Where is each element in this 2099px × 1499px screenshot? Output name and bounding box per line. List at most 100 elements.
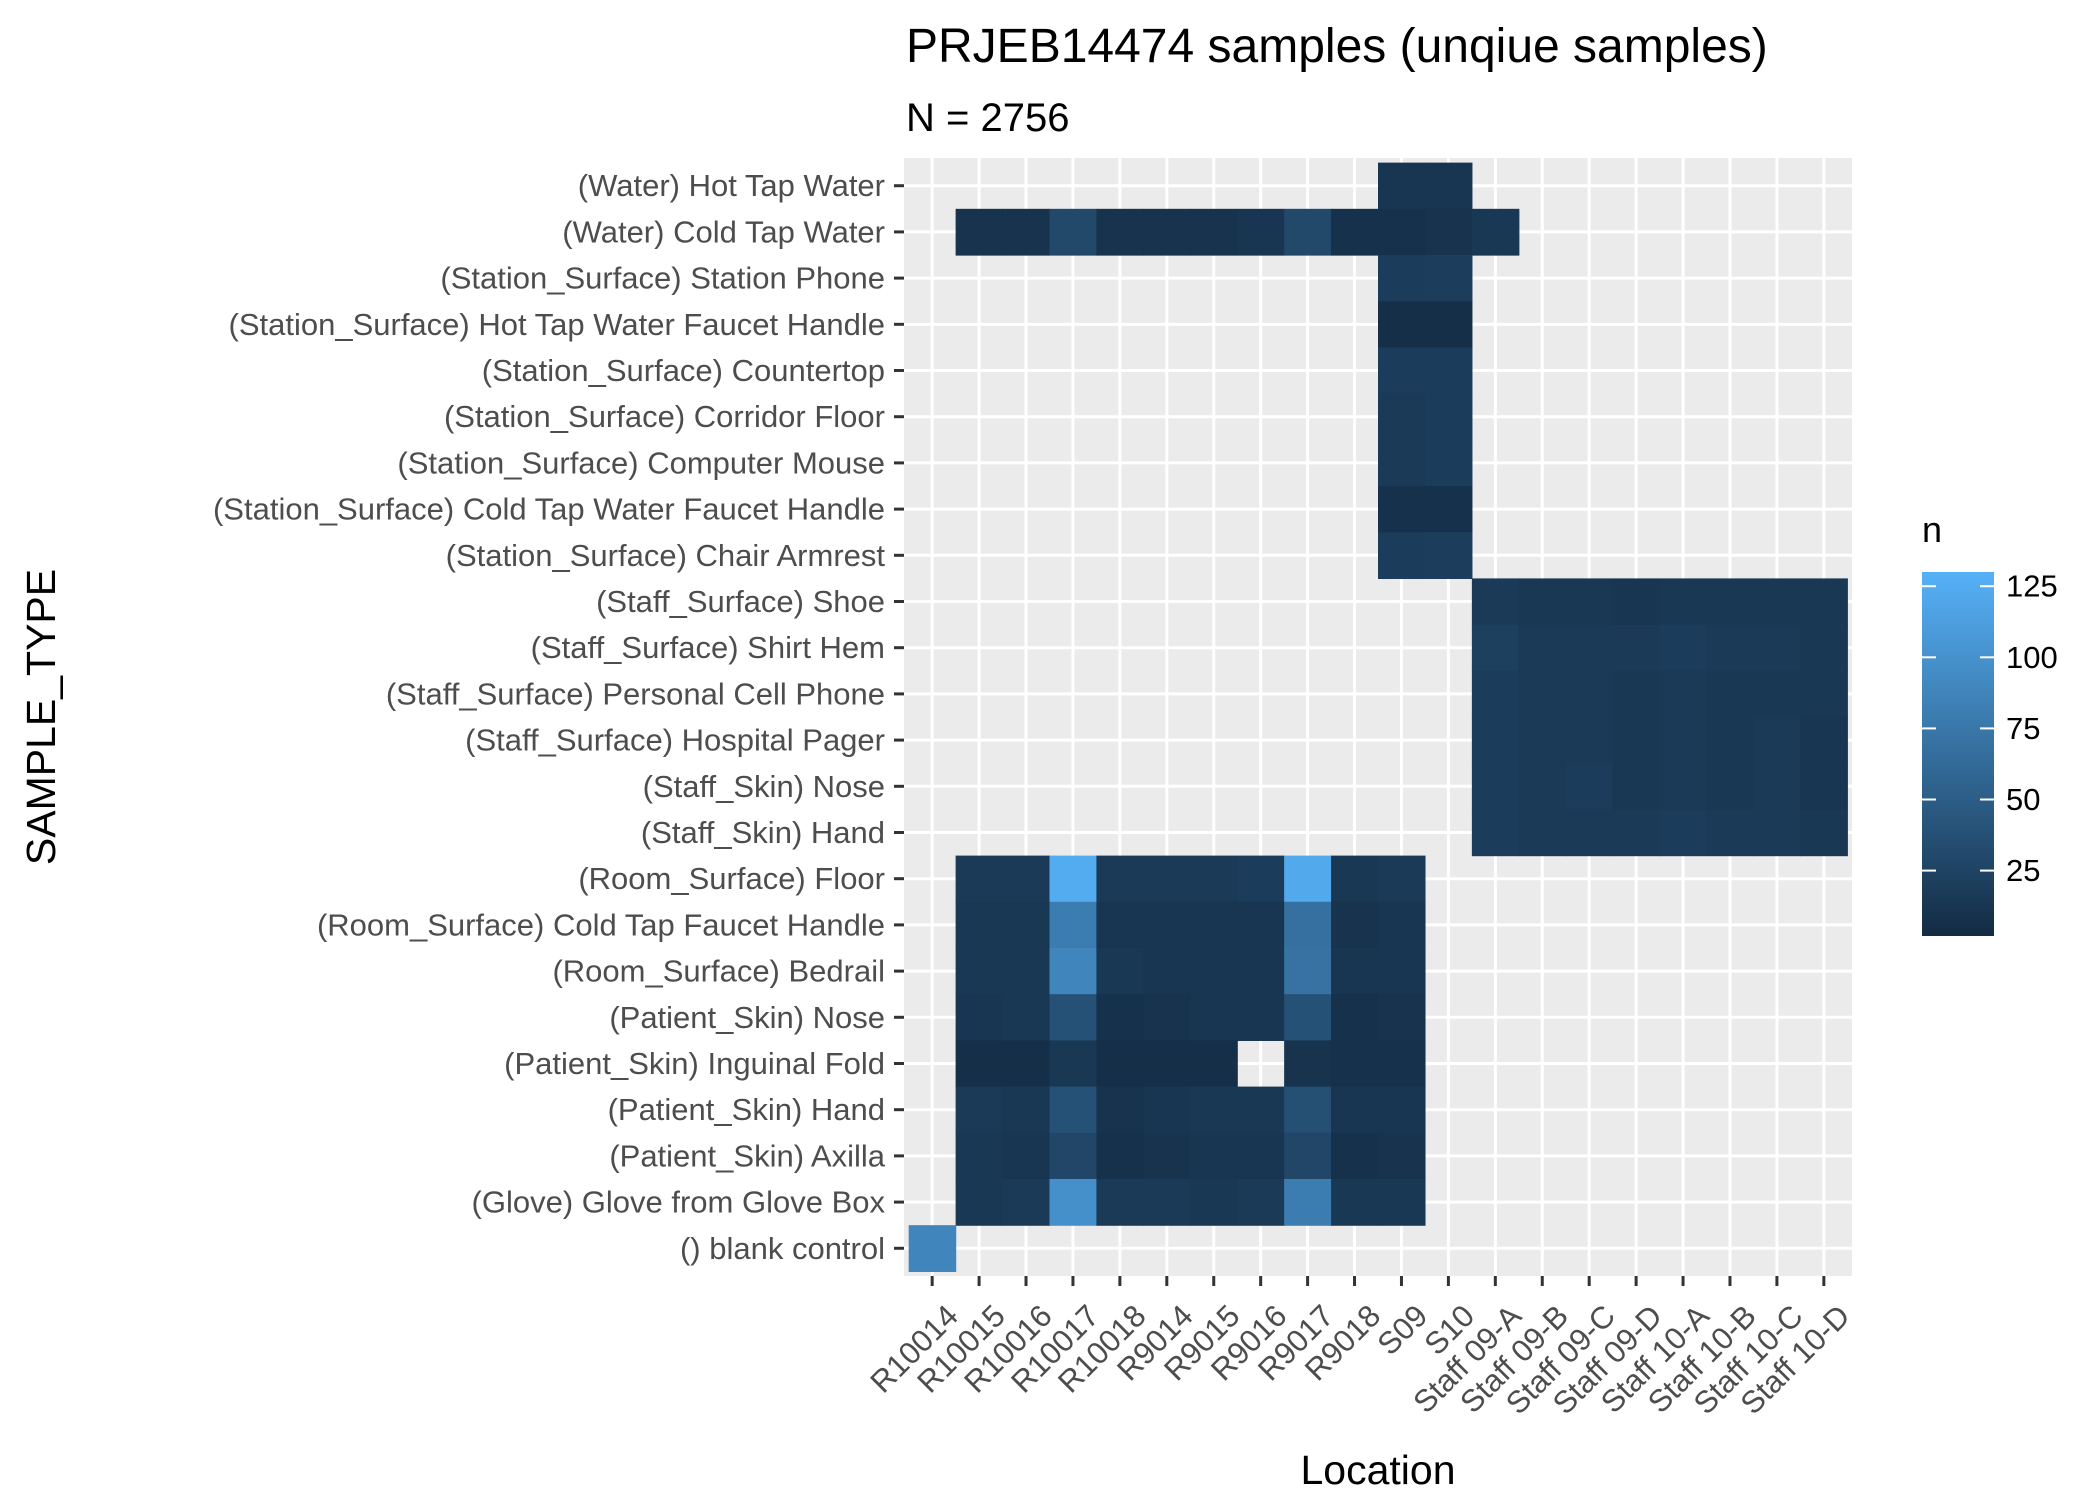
heatmap-cell bbox=[1706, 717, 1755, 764]
heatmap-cell bbox=[1424, 301, 1473, 349]
heatmap-cell bbox=[955, 1178, 1004, 1226]
heatmap-cell bbox=[1800, 578, 1848, 626]
y-tick-label: (Station_Surface) Computer Mouse bbox=[397, 445, 885, 480]
heatmap-cell bbox=[1190, 208, 1238, 256]
heatmap-cell bbox=[1612, 578, 1661, 626]
heatmap-cell bbox=[1659, 670, 1708, 718]
heatmap-cell bbox=[1378, 347, 1426, 395]
heatmap-cell bbox=[1753, 717, 1801, 764]
heatmap-cell bbox=[1471, 809, 1520, 857]
heatmap-cell bbox=[1049, 947, 1098, 995]
heatmap-cell bbox=[1565, 670, 1614, 718]
heatmap-cell bbox=[1143, 1040, 1191, 1088]
heatmap-cell bbox=[1612, 670, 1661, 718]
y-tick-label: (Water) Cold Tap Water bbox=[562, 214, 885, 249]
heatmap-cell bbox=[1378, 901, 1426, 949]
y-tick-label: (Patient_Skin) Inguinal Fold bbox=[504, 1046, 885, 1081]
chart-title: PRJEB14474 samples (unqiue samples) bbox=[906, 20, 1768, 73]
heatmap-cell bbox=[1424, 439, 1473, 487]
legend-title: n bbox=[1922, 509, 1942, 550]
y-tick-label: (Station_Surface) Station Phone bbox=[440, 261, 885, 296]
heatmap-cell bbox=[1612, 624, 1661, 672]
heatmap-cell bbox=[1612, 717, 1661, 764]
heatmap-cell bbox=[1002, 1086, 1051, 1134]
heatmap-cell bbox=[1143, 901, 1191, 949]
heatmap-cell bbox=[1237, 208, 1285, 256]
heatmap-cell bbox=[1096, 208, 1144, 256]
heatmap-cell bbox=[1378, 947, 1426, 995]
heatmap-cell bbox=[1378, 994, 1426, 1041]
heatmap-cell bbox=[1002, 1178, 1051, 1226]
heatmap-cell bbox=[955, 855, 1004, 903]
y-tick-label: (Station_Surface) Corridor Floor bbox=[444, 399, 885, 434]
heatmap-cell bbox=[1190, 947, 1238, 995]
heatmap-cell bbox=[1096, 855, 1144, 903]
heatmap-cell bbox=[1518, 670, 1567, 718]
heatmap-cell bbox=[1378, 208, 1426, 256]
heatmap-cell bbox=[1424, 255, 1473, 302]
heatmap-cell bbox=[1565, 717, 1614, 764]
y-tick-label: (Staff_Surface) Shoe bbox=[596, 584, 885, 619]
y-axis: (Water) Hot Tap Water (Water) Cold Tap Wa… bbox=[213, 168, 904, 1266]
heatmap-cell bbox=[1284, 1086, 1332, 1134]
heatmap-cell bbox=[1190, 901, 1238, 949]
heatmap-cell bbox=[1706, 809, 1755, 857]
heatmap-cell bbox=[955, 901, 1004, 949]
heatmap-cell bbox=[1284, 901, 1332, 949]
heatmap-cell bbox=[1143, 947, 1191, 995]
y-tick-label: (Staff_Surface) Personal Cell Phone bbox=[386, 676, 885, 711]
heatmap-cell bbox=[1378, 1178, 1426, 1226]
heatmap-cell bbox=[1378, 1086, 1426, 1134]
heatmap-cell bbox=[1800, 809, 1848, 857]
heatmap-cell bbox=[1143, 855, 1191, 903]
heatmap-cell bbox=[1331, 855, 1379, 903]
heatmap-cell bbox=[1518, 578, 1567, 626]
heatmap-cell bbox=[1049, 994, 1098, 1041]
heatmap-cell bbox=[1284, 947, 1332, 995]
heatmap-cell bbox=[1096, 901, 1144, 949]
x-axis-title: Location bbox=[1300, 1447, 1455, 1493]
heatmap-cell bbox=[1237, 855, 1285, 903]
heatmap-cell bbox=[1331, 1086, 1379, 1134]
y-tick-label: (Patient_Skin) Hand bbox=[608, 1092, 885, 1127]
y-tick-label: (Room_Surface) Bedrail bbox=[552, 954, 885, 989]
heatmap-cell bbox=[1096, 994, 1144, 1041]
heatmap-cell bbox=[1659, 763, 1708, 810]
heatmap-cell bbox=[1378, 855, 1426, 903]
y-axis-title: SAMPLE_TYPE bbox=[18, 569, 64, 865]
heatmap-cell bbox=[1331, 1132, 1379, 1180]
heatmap-cell bbox=[1659, 624, 1708, 672]
heatmap-cell bbox=[1706, 763, 1755, 810]
heatmap-cell bbox=[1800, 717, 1848, 764]
heatmap-cell bbox=[1284, 1132, 1332, 1180]
heatmap-cell bbox=[1096, 947, 1144, 995]
heatmap-cell bbox=[955, 1132, 1004, 1180]
heatmap-cell bbox=[1049, 1040, 1098, 1088]
heatmap-cell bbox=[1518, 717, 1567, 764]
heatmap-cell bbox=[1565, 763, 1614, 810]
heatmap-cell bbox=[1002, 855, 1051, 903]
heatmap-cell bbox=[1518, 809, 1567, 857]
heatmap-cell bbox=[1378, 1132, 1426, 1180]
heatmap-cell bbox=[1471, 717, 1520, 764]
heatmap-cell bbox=[1659, 717, 1708, 764]
legend-tick-label: 75 bbox=[2006, 711, 2040, 746]
heatmap-cell bbox=[1471, 763, 1520, 810]
color-legend: n 25 50 75 100 125 bbox=[1922, 509, 2058, 936]
heatmap-cell bbox=[1237, 901, 1285, 949]
heatmap-cell bbox=[1378, 532, 1426, 580]
heatmap-cell bbox=[1800, 670, 1848, 718]
heatmap-cell bbox=[1706, 670, 1755, 718]
y-tick-label: (Glove) Glove from Glove Box bbox=[472, 1185, 886, 1220]
heatmap-cell bbox=[1190, 1086, 1238, 1134]
heatmap-cell bbox=[1378, 255, 1426, 302]
heatmap-cell bbox=[1190, 1178, 1238, 1226]
heatmap-cell bbox=[1237, 1178, 1285, 1226]
heatmap-cell bbox=[1753, 763, 1801, 810]
heatmap-cell bbox=[1331, 901, 1379, 949]
heatmap-cell bbox=[1284, 1040, 1332, 1088]
heatmap-cell bbox=[1378, 393, 1426, 441]
heatmap-cell bbox=[1565, 578, 1614, 626]
heatmap-cell bbox=[1659, 809, 1708, 857]
heatmap-cell bbox=[1378, 439, 1426, 487]
